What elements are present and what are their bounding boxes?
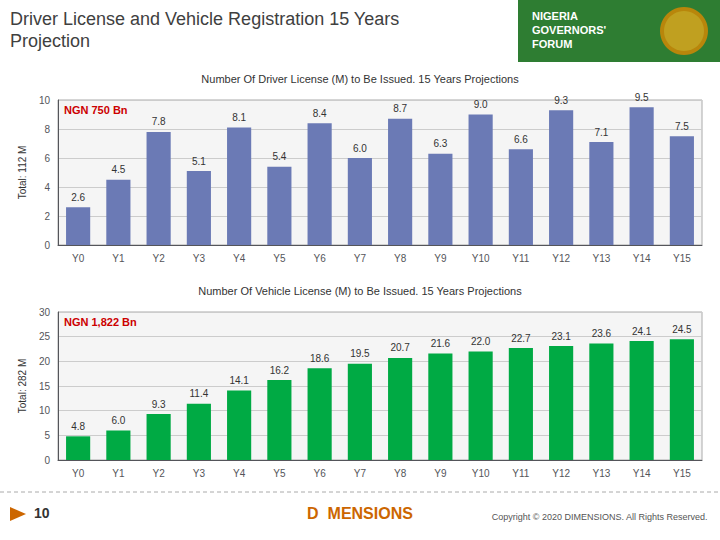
svg-text:11.4: 11.4 [190, 388, 209, 399]
svg-text:8.7: 8.7 [393, 103, 407, 114]
svg-text:Y2: Y2 [153, 468, 166, 479]
svg-text:Y2: Y2 [153, 253, 166, 264]
svg-text:Y15: Y15 [673, 253, 691, 264]
svg-text:Copyright © 2020 DIMENSIONS. A: Copyright © 2020 DIMENSIONS. All Rights … [492, 512, 708, 522]
svg-text:5.4: 5.4 [272, 151, 286, 162]
svg-text:19.5: 19.5 [350, 348, 370, 359]
svg-text:NIGERIA: NIGERIA [532, 10, 578, 22]
svg-text:NGN 1,822 Bn: NGN 1,822 Bn [64, 316, 137, 328]
svg-text:D MENSIONS: D MENSIONS [307, 505, 413, 522]
svg-text:2.6: 2.6 [71, 192, 85, 203]
svg-text:24.5: 24.5 [672, 324, 692, 335]
svg-text:Y3: Y3 [193, 253, 206, 264]
svg-text:Y14: Y14 [633, 253, 651, 264]
svg-text:Y11: Y11 [512, 253, 529, 264]
svg-text:7.8: 7.8 [152, 116, 166, 127]
svg-text:2: 2 [44, 211, 50, 222]
svg-text:Y11: Y11 [512, 468, 529, 479]
svg-text:4.8: 4.8 [71, 421, 85, 432]
svg-text:Total: 282 M: Total: 282 M [17, 359, 28, 413]
svg-text:Y10: Y10 [472, 468, 490, 479]
svg-text:Y6: Y6 [314, 468, 327, 479]
svg-text:FORUM: FORUM [532, 38, 572, 50]
svg-text:5: 5 [44, 430, 50, 441]
svg-text:4.5: 4.5 [111, 164, 125, 175]
svg-text:10: 10 [39, 95, 51, 106]
svg-text:18.6: 18.6 [310, 353, 330, 364]
svg-text:10: 10 [39, 405, 51, 416]
svg-text:0: 0 [44, 240, 50, 251]
svg-text:Y15: Y15 [673, 468, 691, 479]
svg-text:Y0: Y0 [72, 468, 85, 479]
svg-text:Y9: Y9 [434, 253, 447, 264]
svg-text:14.1: 14.1 [229, 375, 249, 386]
svg-text:5.1: 5.1 [192, 156, 206, 167]
svg-text:21.6: 21.6 [431, 338, 451, 349]
svg-text:9.3: 9.3 [554, 95, 568, 106]
svg-text:Driver License and Vehicle Reg: Driver License and Vehicle Registration … [10, 9, 399, 29]
svg-text:Y13: Y13 [592, 468, 610, 479]
svg-text:9.0: 9.0 [474, 99, 488, 110]
svg-text:0: 0 [44, 455, 50, 466]
svg-text:20: 20 [39, 356, 51, 367]
svg-text:8.1: 8.1 [232, 112, 246, 123]
svg-text:Y12: Y12 [552, 253, 570, 264]
svg-text:Y4: Y4 [233, 468, 246, 479]
svg-text:NGN 750 Bn: NGN 750 Bn [64, 104, 128, 116]
svg-text:Y0: Y0 [72, 253, 85, 264]
svg-text:25: 25 [39, 331, 51, 342]
svg-text:Y8: Y8 [394, 253, 407, 264]
svg-text:Number Of Vehicle License (M): Number Of Vehicle License (M) to Be Issu… [198, 285, 522, 297]
svg-text:15: 15 [39, 381, 51, 392]
svg-text:Y14: Y14 [633, 468, 651, 479]
svg-text:Y7: Y7 [354, 253, 367, 264]
svg-text:23.6: 23.6 [592, 328, 612, 339]
svg-text:Y12: Y12 [552, 468, 570, 479]
svg-text:7.5: 7.5 [675, 121, 689, 132]
svg-text:Y13: Y13 [592, 253, 610, 264]
svg-text:22.7: 22.7 [511, 333, 531, 344]
svg-text:24.1: 24.1 [632, 326, 652, 337]
svg-text:23.1: 23.1 [551, 331, 571, 342]
svg-text:30: 30 [39, 307, 51, 318]
svg-text:GOVERNORS': GOVERNORS' [532, 24, 607, 36]
svg-text:10: 10 [34, 505, 50, 521]
svg-text:Y5: Y5 [273, 468, 286, 479]
svg-text:Y9: Y9 [434, 468, 447, 479]
svg-text:Number Of Driver License (M) t: Number Of Driver License (M) to Be Issue… [201, 73, 519, 85]
svg-text:Projection: Projection [10, 31, 90, 51]
svg-text:Y6: Y6 [314, 253, 327, 264]
svg-text:6.0: 6.0 [111, 415, 125, 426]
svg-text:Total: 112 M: Total: 112 M [17, 146, 28, 200]
svg-text:8.4: 8.4 [313, 108, 327, 119]
svg-text:Y1: Y1 [112, 253, 125, 264]
svg-text:6.6: 6.6 [514, 134, 528, 145]
svg-text:16.2: 16.2 [270, 365, 290, 376]
svg-text:9.5: 9.5 [635, 92, 649, 103]
svg-text:Y8: Y8 [394, 468, 407, 479]
svg-text:Y3: Y3 [193, 468, 206, 479]
svg-text:9.3: 9.3 [152, 399, 166, 410]
svg-text:6.0: 6.0 [353, 143, 367, 154]
svg-text:8: 8 [44, 124, 50, 135]
svg-text:4: 4 [44, 182, 50, 193]
svg-text:20.7: 20.7 [390, 342, 410, 353]
svg-text:Y5: Y5 [273, 253, 286, 264]
svg-text:7.1: 7.1 [594, 127, 608, 138]
svg-text:6: 6 [44, 153, 50, 164]
svg-text:Y1: Y1 [112, 468, 125, 479]
svg-text:22.0: 22.0 [471, 336, 491, 347]
svg-text:Y10: Y10 [472, 253, 490, 264]
svg-text:6.3: 6.3 [433, 138, 447, 149]
svg-text:Y4: Y4 [233, 253, 246, 264]
svg-text:Y7: Y7 [354, 468, 367, 479]
